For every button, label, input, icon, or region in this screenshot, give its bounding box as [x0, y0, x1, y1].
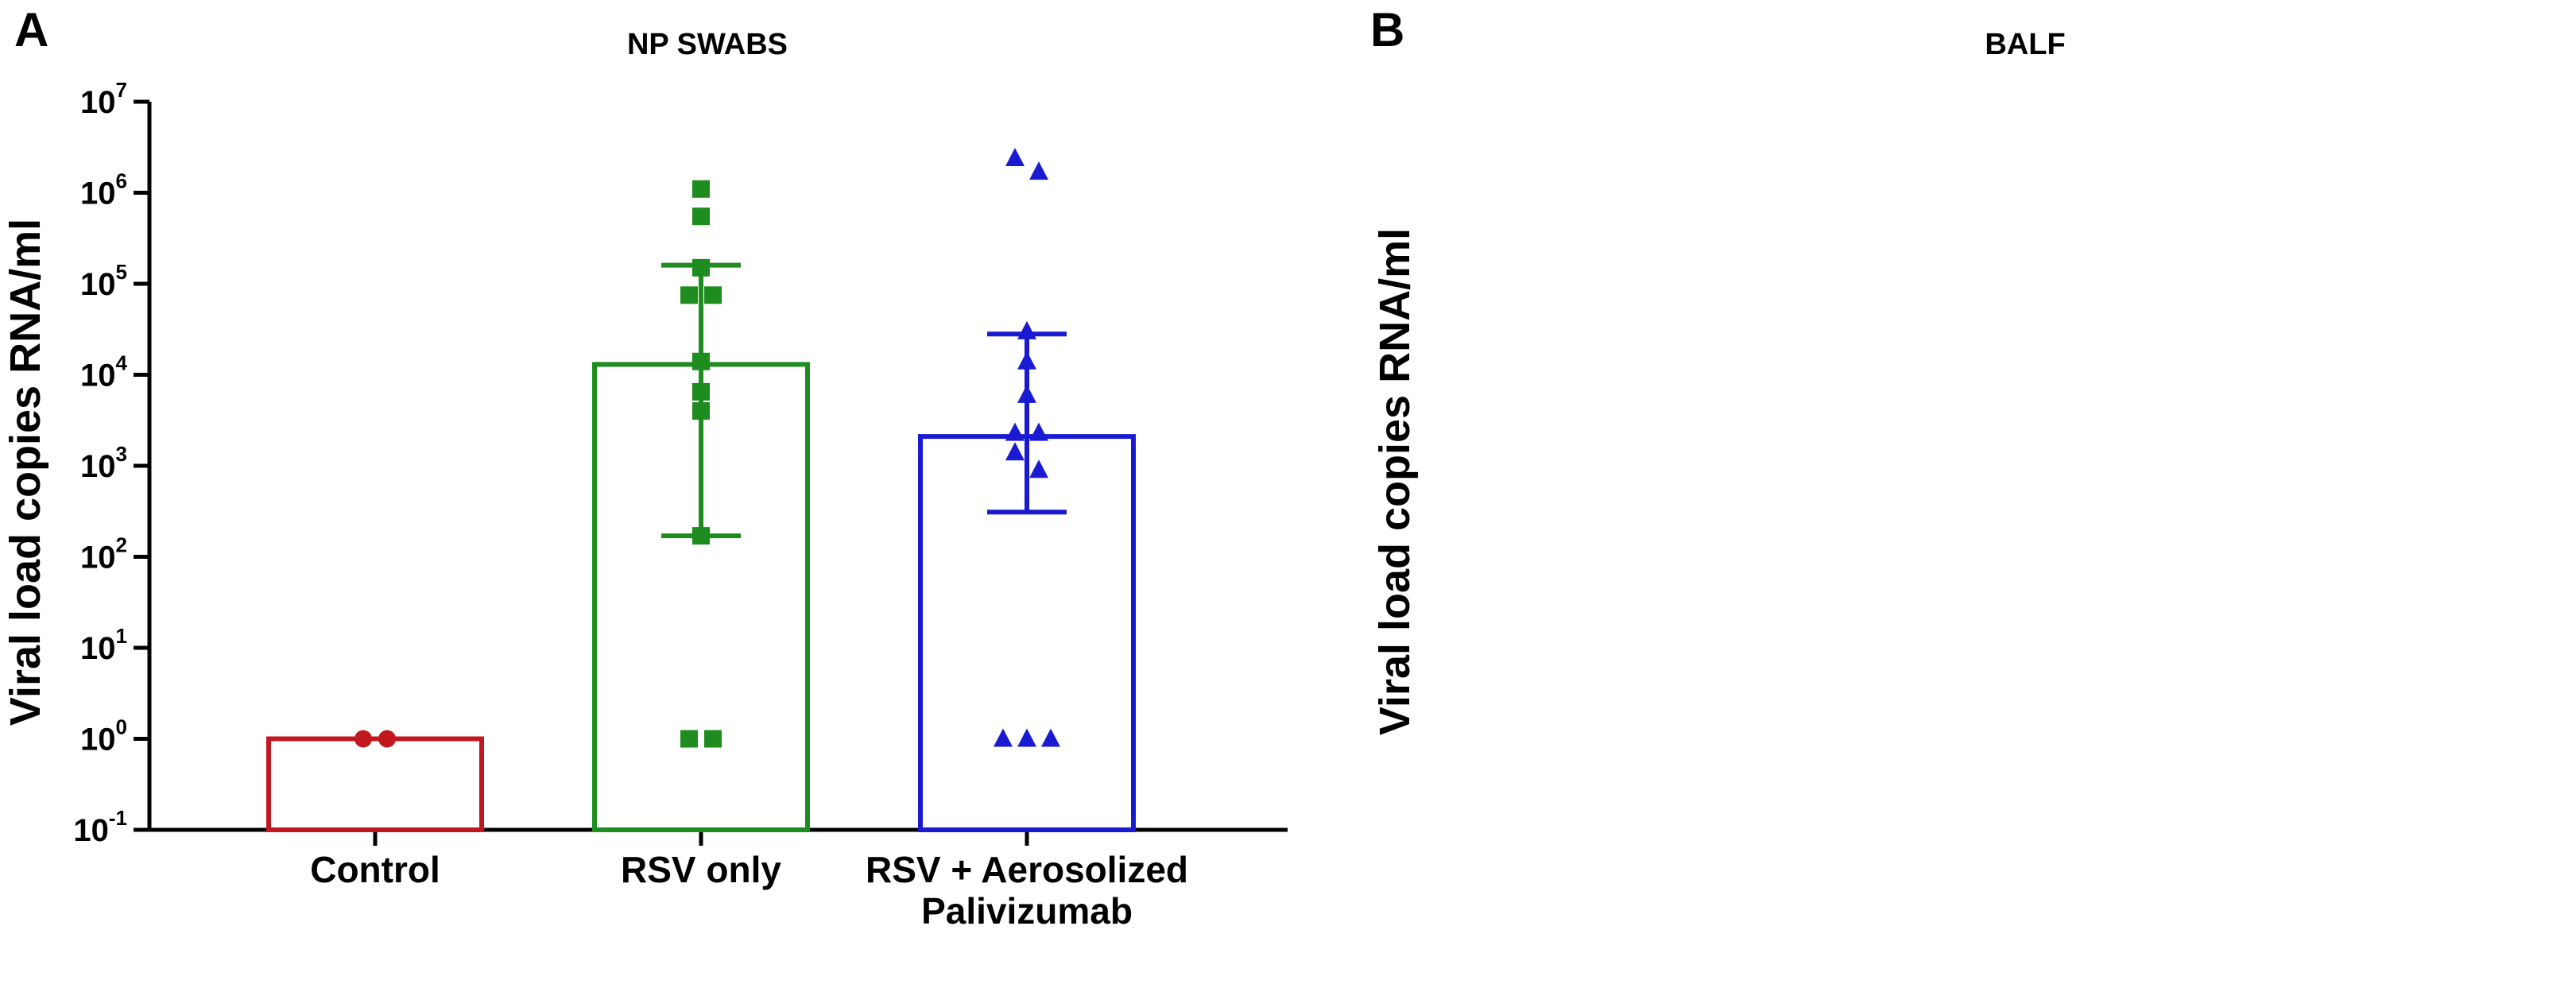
data-point	[1029, 459, 1048, 479]
data-point	[680, 286, 698, 304]
data-point	[1005, 442, 1025, 461]
data-point	[692, 180, 710, 198]
y-tick-label: 107	[80, 78, 127, 120]
data-point	[1017, 320, 1036, 339]
x-category-label: Control	[310, 849, 440, 890]
data-point	[1017, 728, 1036, 747]
data-point	[680, 730, 698, 748]
data-point	[704, 286, 722, 304]
y-tick-label: 101	[80, 624, 127, 666]
y-tick-label: 106	[80, 169, 127, 211]
y-tick-label: 100	[80, 715, 127, 757]
data-point	[692, 207, 710, 226]
x-category-label: RSV only	[621, 849, 781, 890]
data-point	[1005, 422, 1025, 441]
data-point	[1029, 422, 1048, 441]
panel-b-y-axis-label: Viral load copies RNA/ml	[1371, 228, 1419, 735]
x-category-label: RSV + Aerosolized Palivizumab	[866, 849, 1188, 932]
data-point	[692, 258, 710, 277]
data-point	[692, 402, 710, 420]
data-point	[1005, 147, 1025, 166]
panel-a-y-axis-label: Viral load copies RNA/ml	[2, 219, 49, 726]
y-tick-label: 103	[80, 442, 127, 484]
panel-b-title: BALF	[1985, 28, 2065, 61]
data-point	[692, 382, 710, 401]
data-point	[692, 527, 710, 545]
y-tick-label: 10-1	[73, 806, 127, 848]
data-point	[1029, 161, 1048, 180]
panel-b-label: B	[1370, 3, 1404, 56]
data-point	[1041, 728, 1060, 747]
data-point	[1017, 384, 1036, 403]
y-tick-label: 102	[80, 533, 127, 575]
panel-a-title: NP SWABS	[627, 28, 788, 61]
y-tick-label: 104	[80, 351, 128, 393]
panel-a-label: A	[14, 3, 48, 56]
y-tick-label: 105	[80, 260, 127, 302]
data-point	[994, 728, 1013, 747]
data-point	[704, 730, 722, 748]
panel-b: B BALF Viral load copies RNA/ml 10-11001…	[1370, 3, 2066, 735]
panel-a: A NP SWABS Viral load copies RNA/ml 10-1…	[2, 3, 1288, 932]
data-point	[354, 730, 372, 748]
data-point	[692, 352, 710, 370]
bar	[266, 736, 484, 832]
data-point	[378, 730, 396, 748]
data-point	[1017, 351, 1036, 370]
